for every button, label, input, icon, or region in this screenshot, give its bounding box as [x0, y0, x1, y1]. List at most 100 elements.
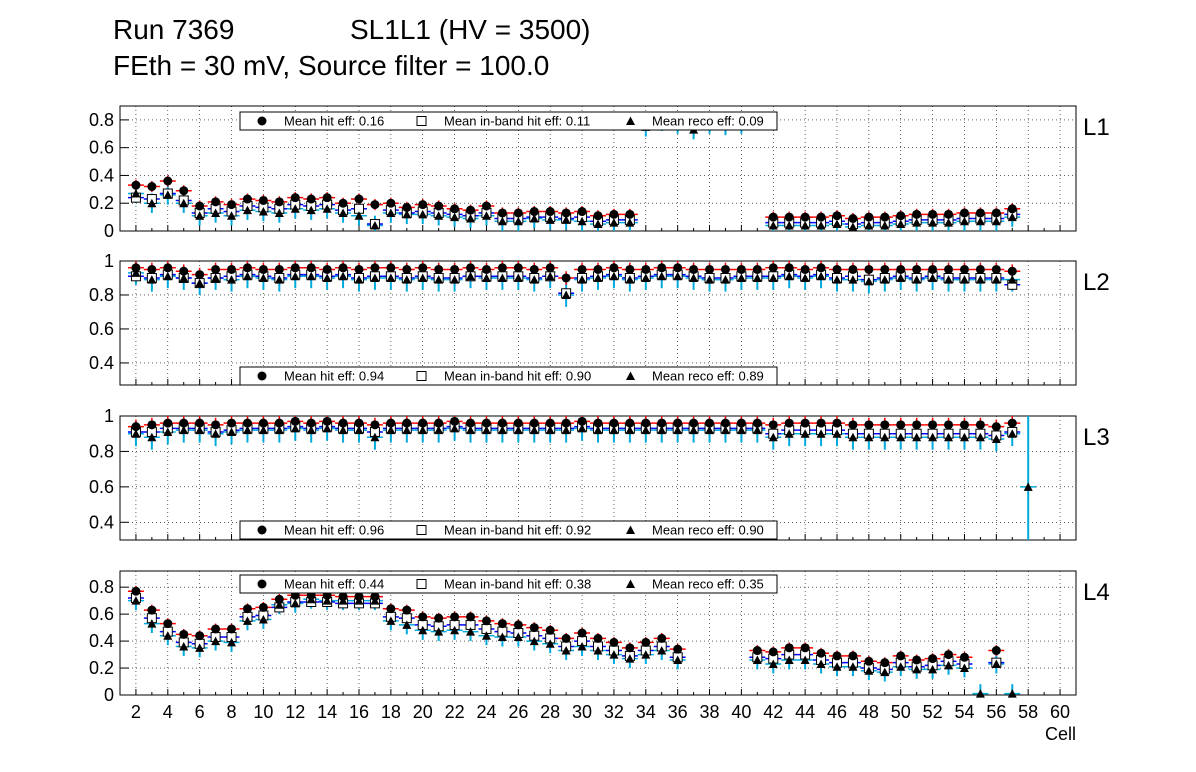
reco-marker — [306, 594, 316, 604]
hit-marker — [991, 422, 1001, 432]
x-tick-label: 38 — [700, 702, 720, 722]
reco-marker — [354, 425, 364, 435]
reco-marker — [975, 689, 985, 698]
hit-marker — [657, 263, 667, 273]
legend-hit-label: Mean hit eff: 0.44 — [284, 577, 384, 592]
reco-marker — [944, 218, 954, 227]
hit-marker — [625, 418, 635, 428]
x-tick-label: 46 — [827, 702, 847, 722]
reco-marker — [545, 215, 555, 224]
y-tick-label: 0.4 — [89, 631, 114, 651]
hit-marker — [497, 619, 507, 629]
reco-marker — [991, 216, 1001, 226]
hit-marker — [896, 264, 906, 274]
y-tick-label: 0.8 — [89, 577, 114, 597]
hit-marker — [211, 264, 221, 274]
reco-marker — [800, 429, 810, 438]
reco-marker — [258, 425, 268, 435]
hit-marker — [179, 266, 189, 276]
reco-marker — [800, 220, 810, 230]
reco-marker — [768, 432, 778, 442]
hit-marker — [800, 212, 810, 222]
reco-marker — [434, 211, 444, 220]
hit-marker — [561, 273, 571, 283]
superlayer-label: SL1L1 (HV = 3500) — [350, 14, 591, 45]
reco-marker — [227, 275, 237, 284]
hit-marker — [975, 264, 985, 274]
reco-marker — [784, 220, 794, 230]
reco-marker — [848, 432, 858, 442]
hit-marker — [896, 420, 906, 430]
reco-marker — [258, 207, 268, 216]
reco-marker — [131, 189, 141, 198]
reco-marker — [768, 220, 778, 230]
reco-marker — [609, 218, 619, 227]
hit-marker — [386, 263, 396, 273]
reco-marker — [816, 271, 826, 281]
hit-marker — [466, 418, 476, 428]
hit-marker — [848, 214, 858, 223]
hit-marker — [545, 625, 555, 635]
hit-marker — [290, 193, 300, 203]
reco-marker — [577, 423, 587, 433]
hit-marker — [944, 420, 954, 430]
reco-marker — [577, 275, 587, 284]
reco-marker — [402, 275, 412, 284]
x-tick-label: 28 — [540, 702, 560, 722]
reco-marker — [880, 275, 890, 284]
legend-box — [239, 574, 778, 594]
reco-marker — [434, 425, 444, 435]
hit-marker — [864, 656, 874, 666]
hit-marker — [959, 264, 969, 274]
hit-marker — [545, 263, 555, 273]
reco-marker — [370, 273, 380, 282]
legend: Mean hit eff: 0.94 Mean in-band hit eff: … — [239, 366, 778, 386]
reco-marker — [880, 220, 890, 230]
reco-marker — [497, 216, 507, 226]
hit-marker — [402, 264, 412, 274]
hit-marker — [147, 264, 157, 274]
reco-marker — [338, 271, 348, 281]
reco-marker — [466, 425, 476, 435]
hit-marker — [800, 643, 810, 653]
reco-marker — [673, 425, 683, 435]
hit-marker — [959, 652, 969, 662]
hit-marker — [768, 212, 778, 222]
hit-marker — [386, 198, 396, 208]
x-tick-label: 54 — [954, 702, 974, 722]
legend-reco-label: Mean reco eff: 0.35 — [652, 577, 764, 592]
x-tick-label: 48 — [859, 702, 879, 722]
reco-marker — [386, 273, 396, 282]
hit-marker — [290, 263, 300, 273]
reco-marker — [402, 425, 412, 435]
reco-marker — [147, 275, 157, 284]
reco-marker — [673, 655, 683, 664]
reco-marker — [481, 631, 491, 640]
hit-marker — [561, 208, 571, 218]
hit-marker — [147, 605, 157, 615]
hit-marker — [322, 416, 332, 426]
reco-marker — [625, 654, 635, 663]
hit-marker — [131, 263, 141, 273]
hit-marker — [593, 633, 603, 643]
reco-marker — [1007, 429, 1017, 438]
reco-marker — [705, 425, 715, 435]
reco-marker — [577, 641, 587, 651]
hit-marker — [641, 264, 651, 274]
hit-marker — [497, 263, 507, 273]
reco-marker — [689, 273, 699, 282]
hit-marker — [609, 418, 619, 428]
reco-marker — [354, 275, 364, 284]
reco-marker — [450, 212, 460, 222]
hit-marker — [434, 201, 444, 211]
hit-marker — [338, 263, 348, 273]
threshold-label: FEth = 30 mV, Source filter = 100.0 — [113, 50, 550, 81]
hit-marker — [736, 264, 746, 274]
hit-marker — [131, 422, 141, 432]
legend-reco-marker — [626, 579, 635, 588]
reco-marker — [736, 273, 746, 282]
hit-marker — [832, 211, 842, 221]
x-tick-label: 32 — [604, 702, 624, 722]
hit-marker — [1007, 204, 1017, 214]
reco-marker — [545, 271, 555, 281]
